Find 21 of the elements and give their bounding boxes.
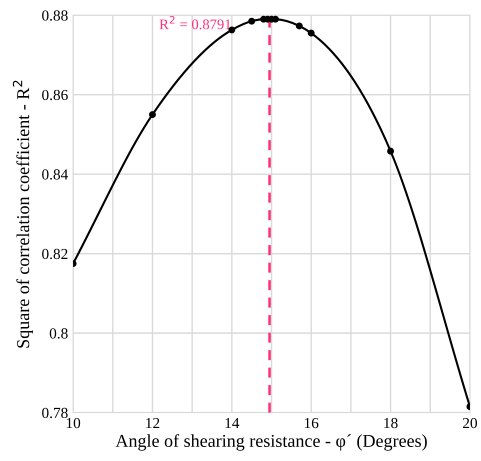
y-tick-label: 0.82 [42, 248, 68, 260]
y-tick-label: 0.8 [50, 328, 68, 339]
point [248, 18, 256, 25]
x-tick-label: 16 [304, 418, 318, 428]
x-axis-title: Angle of shearing resistance - φ´ (Degrees) [116, 434, 427, 451]
x-tick-label: 12 [146, 418, 160, 428]
x-tick-label: 14 [226, 418, 240, 428]
y-tick-label: 0.78 [42, 408, 68, 418]
x-tick-label: 18 [384, 418, 398, 428]
x-tick-label: 20 [462, 418, 477, 428]
y-tick-label: 0.88 [42, 10, 68, 21]
y-tick-label: 0.86 [42, 90, 68, 100]
point [296, 22, 303, 30]
y-tick-label: 0.84 [42, 169, 68, 180]
y-axis-title: Square of correlation coefficient - R$^{2}$ [12, 80, 33, 348]
point [387, 148, 394, 155]
annotation: R$^{2}$ = 0.8791 [160, 16, 231, 30]
point [149, 111, 156, 118]
point [228, 26, 236, 34]
point [308, 30, 315, 37]
x-tick-label: 10 [66, 418, 80, 428]
